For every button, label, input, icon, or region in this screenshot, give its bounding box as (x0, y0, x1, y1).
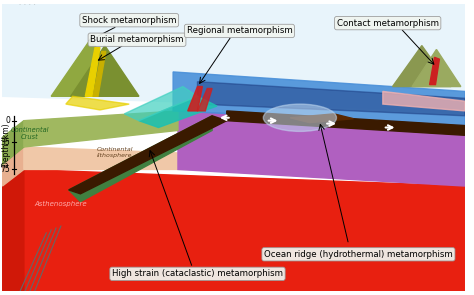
Polygon shape (178, 111, 465, 186)
Polygon shape (2, 4, 465, 291)
Polygon shape (24, 169, 465, 291)
Polygon shape (85, 47, 100, 96)
Polygon shape (412, 50, 461, 86)
Polygon shape (66, 96, 129, 110)
Text: Continental
Crust: Continental Crust (10, 127, 49, 140)
Polygon shape (2, 4, 465, 111)
Text: Shock metamorphism: Shock metamorphism (82, 16, 176, 25)
Text: Contact metamorphism: Contact metamorphism (337, 19, 438, 28)
Polygon shape (124, 86, 198, 121)
Text: Continental
lithosphere: Continental lithosphere (96, 148, 133, 158)
Polygon shape (2, 121, 24, 165)
Polygon shape (24, 147, 227, 169)
Polygon shape (392, 45, 451, 86)
Polygon shape (198, 88, 212, 111)
Text: 75: 75 (0, 165, 10, 174)
Text: Regional metamorphism: Regional metamorphism (187, 27, 292, 35)
Text: Depth (km): Depth (km) (2, 123, 11, 167)
Text: 35: 35 (0, 138, 10, 147)
Polygon shape (2, 147, 24, 186)
Polygon shape (93, 51, 106, 96)
Polygon shape (290, 114, 354, 123)
Text: Asthenosphere: Asthenosphere (35, 201, 87, 206)
Text: 0: 0 (5, 116, 10, 125)
Polygon shape (173, 72, 465, 126)
Text: Ocean ridge (hydrothermal) metamorphism: Ocean ridge (hydrothermal) metamorphism (264, 250, 453, 259)
Text: High strain (cataclastic) metamorphism: High strain (cataclastic) metamorphism (112, 269, 283, 278)
Ellipse shape (264, 104, 337, 131)
Polygon shape (69, 116, 212, 202)
Polygon shape (71, 45, 139, 96)
Polygon shape (2, 169, 24, 291)
Polygon shape (429, 57, 439, 85)
Polygon shape (51, 40, 134, 96)
Polygon shape (198, 82, 465, 116)
Polygon shape (188, 86, 202, 111)
Polygon shape (383, 91, 465, 111)
Polygon shape (24, 111, 178, 147)
Text: Burial metamorphism: Burial metamorphism (90, 35, 184, 44)
Polygon shape (139, 96, 217, 127)
Polygon shape (69, 116, 227, 194)
Polygon shape (227, 111, 465, 135)
